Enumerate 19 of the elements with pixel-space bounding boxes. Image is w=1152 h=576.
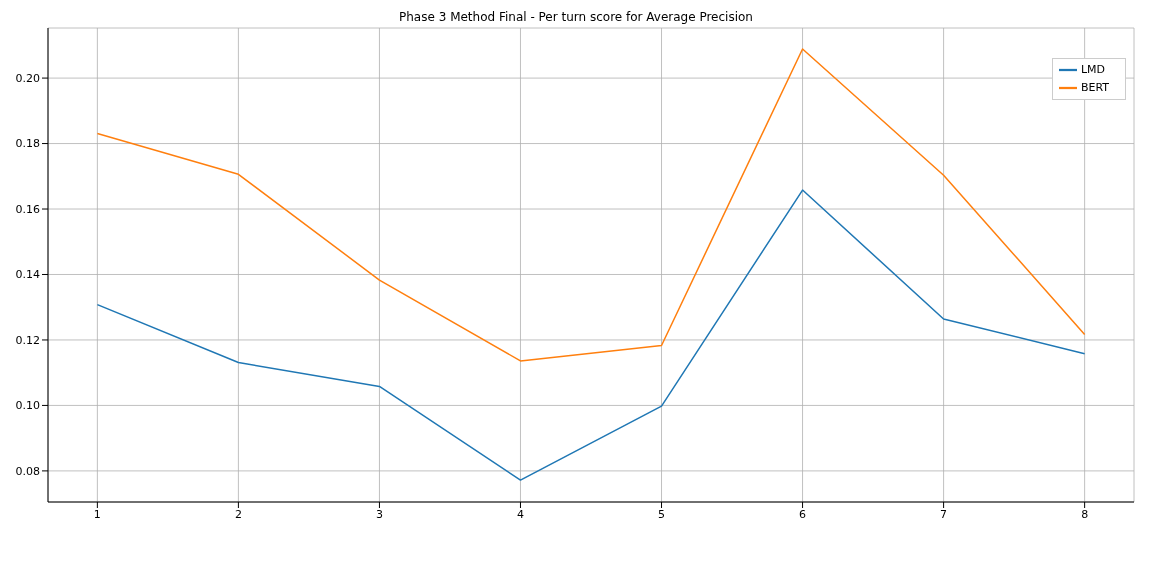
legend-label: LMD (1080, 63, 1106, 76)
x-tick-label: 2 (234, 507, 242, 521)
legend-label: BERT (1080, 81, 1109, 94)
y-tick-label: 0.12 (15, 333, 40, 347)
x-tick-label: 6 (799, 507, 807, 521)
y-tick-label: 0.16 (15, 202, 40, 216)
x-tick-label: 7 (940, 507, 948, 521)
x-tick-label: 8 (1081, 507, 1089, 521)
y-tick-label: 0.08 (15, 464, 40, 478)
chart-title: Phase 3 Method Final - Per turn score for Average Precision (398, 9, 754, 26)
x-tick-label: 3 (375, 507, 383, 521)
x-tick-label: 5 (658, 507, 666, 521)
y-tick-label: 0.14 (15, 268, 40, 282)
x-tick-label: 1 (93, 507, 101, 521)
y-tick-label: 0.18 (15, 137, 40, 151)
y-tick-label: 0.20 (15, 71, 40, 85)
x-tick-label: 4 (516, 507, 524, 521)
line-series (96, 189, 1086, 481)
y-tick-label: 0.10 (15, 399, 40, 413)
